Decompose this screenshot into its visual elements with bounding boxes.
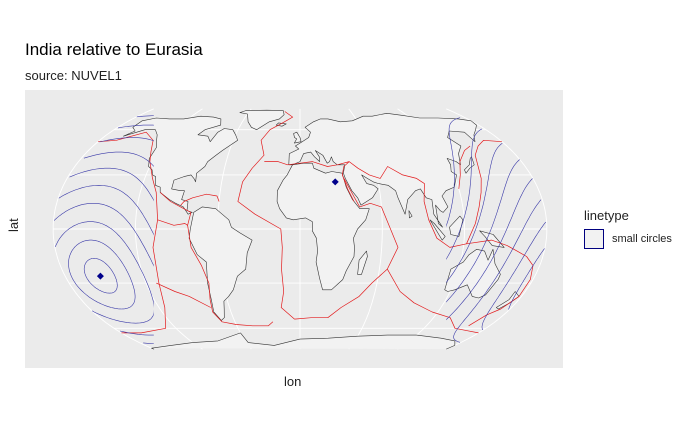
legend: linetype small circles bbox=[584, 208, 672, 249]
landmass-eurasia bbox=[288, 113, 477, 228]
plate-boundary-line bbox=[341, 161, 355, 202]
plate-boundary-line bbox=[98, 131, 167, 334]
landmass-uk bbox=[293, 131, 302, 144]
landmass-greenland bbox=[239, 109, 285, 130]
landmass-north-america bbox=[123, 115, 238, 215]
poles bbox=[96, 178, 339, 280]
plate-boundary-line bbox=[159, 192, 192, 213]
plate-boundary-line bbox=[156, 282, 211, 308]
landmass-south-america bbox=[188, 206, 253, 321]
landmass-new-guinea bbox=[479, 230, 505, 248]
y-axis-label: lat bbox=[6, 218, 21, 232]
plate-boundary-line bbox=[180, 193, 220, 206]
legend-label: small circles bbox=[612, 233, 672, 245]
small-circle bbox=[83, 258, 118, 294]
landmass-borneo bbox=[449, 215, 464, 237]
legend-title: linetype bbox=[584, 208, 629, 223]
plate-boundary-line bbox=[294, 178, 399, 320]
landmass-iceland bbox=[275, 122, 287, 127]
landmass-sri-lanka bbox=[408, 210, 413, 219]
map-subtitle: source: NUVEL1 bbox=[25, 68, 122, 83]
antipole-marker bbox=[96, 272, 104, 280]
plate-boundary-line bbox=[187, 212, 274, 327]
plate-boundary-line bbox=[157, 219, 188, 226]
map-title: India relative to Eurasia bbox=[25, 40, 203, 59]
plate-boundary-line bbox=[237, 111, 295, 320]
landmass-australia bbox=[444, 249, 501, 299]
plate-boundary-line bbox=[458, 145, 471, 189]
euler-pole-marker bbox=[331, 178, 339, 186]
small-circle bbox=[55, 221, 545, 324]
x-axis-label: lon bbox=[284, 374, 302, 389]
landmass-indonesia bbox=[429, 219, 446, 241]
plate-boundaries bbox=[98, 111, 534, 334]
plate-boundary-line bbox=[386, 268, 479, 334]
landmass-africa bbox=[276, 162, 370, 291]
legend-entry: small circles bbox=[584, 229, 672, 249]
landmass-japan bbox=[464, 156, 475, 174]
legend-key-swatch bbox=[584, 229, 604, 249]
small-circle bbox=[68, 239, 136, 310]
landmass-madagascar bbox=[357, 250, 368, 275]
plate-boundary-line bbox=[264, 139, 502, 248]
landmass-antarctica bbox=[151, 332, 456, 350]
landmasses bbox=[123, 109, 520, 350]
